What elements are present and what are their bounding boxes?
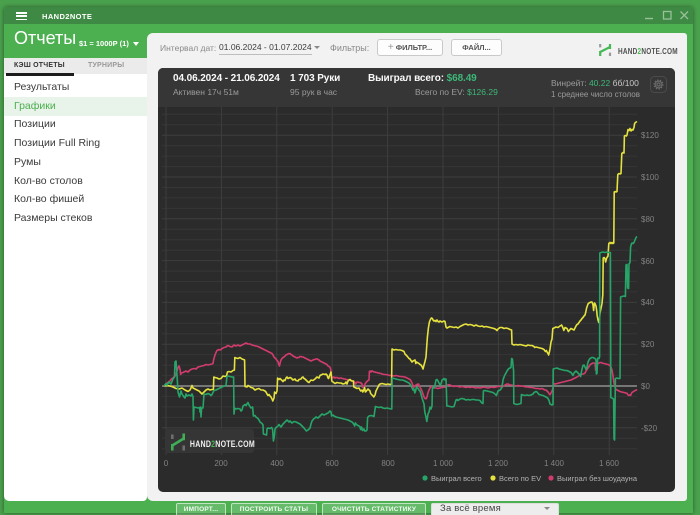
svg-text:HAND2NOTE.COM: HAND2NOTE.COM <box>190 439 255 449</box>
svg-text:400: 400 <box>270 459 284 468</box>
svg-text:1 400: 1 400 <box>544 459 565 468</box>
svg-text:$40: $40 <box>641 298 655 307</box>
svg-text:200: 200 <box>214 459 228 468</box>
svg-text:Выиграл всего: Выиграл всего <box>431 474 482 483</box>
svg-text:$120: $120 <box>641 131 659 140</box>
svg-text:800: 800 <box>381 459 395 468</box>
svg-text:$100: $100 <box>641 173 659 182</box>
svg-text:Всего по EV: Всего по EV <box>499 474 541 483</box>
svg-text:1 000: 1 000 <box>433 459 454 468</box>
svg-text:$80: $80 <box>641 215 655 224</box>
svg-text:$20: $20 <box>641 340 655 349</box>
svg-text:Выиграл без шоудауна: Выиграл без шоудауна <box>557 474 638 483</box>
svg-text:1 600: 1 600 <box>599 459 620 468</box>
svg-text:$0: $0 <box>641 382 650 391</box>
svg-text:$60: $60 <box>641 257 655 266</box>
svg-text:HAND2NOTE.COM: HAND2NOTE.COM <box>618 46 678 56</box>
svg-text:600: 600 <box>325 459 339 468</box>
svg-text:0: 0 <box>164 459 169 468</box>
svg-text:1 200: 1 200 <box>488 459 509 468</box>
svg-text:-$20: -$20 <box>641 424 658 433</box>
